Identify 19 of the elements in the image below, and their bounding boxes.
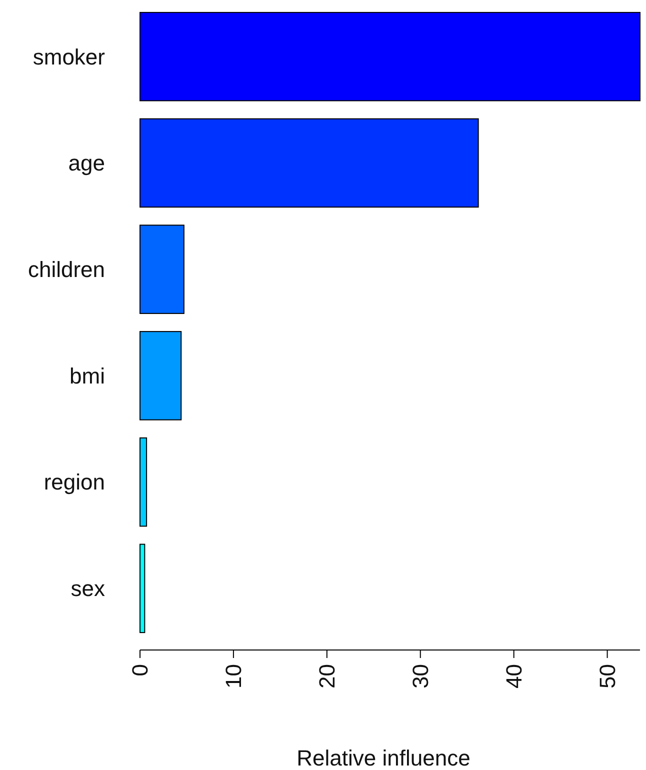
x-tick-label: 30 (408, 664, 434, 688)
bar (140, 118, 479, 208)
y-tick-label: smoker (32, 44, 105, 70)
bar (140, 331, 182, 420)
y-tick-label: sex (70, 576, 105, 602)
y-tick-label: children (28, 257, 105, 282)
x-tick-label: 10 (221, 664, 246, 688)
bar (140, 544, 146, 634)
bar (140, 437, 148, 527)
x-tick-label: 0 (128, 664, 153, 676)
bar (140, 224, 184, 314)
x-axis-title: Relative influence (296, 746, 470, 770)
y-tick-label: bmi (70, 363, 105, 388)
y-tick-label: region (44, 470, 105, 495)
x-tick-label: 50 (594, 664, 620, 688)
bar (140, 12, 640, 102)
y-tick-label: age (68, 150, 105, 176)
x-tick-label: 20 (314, 664, 340, 688)
x-tick-label: 40 (502, 664, 527, 688)
